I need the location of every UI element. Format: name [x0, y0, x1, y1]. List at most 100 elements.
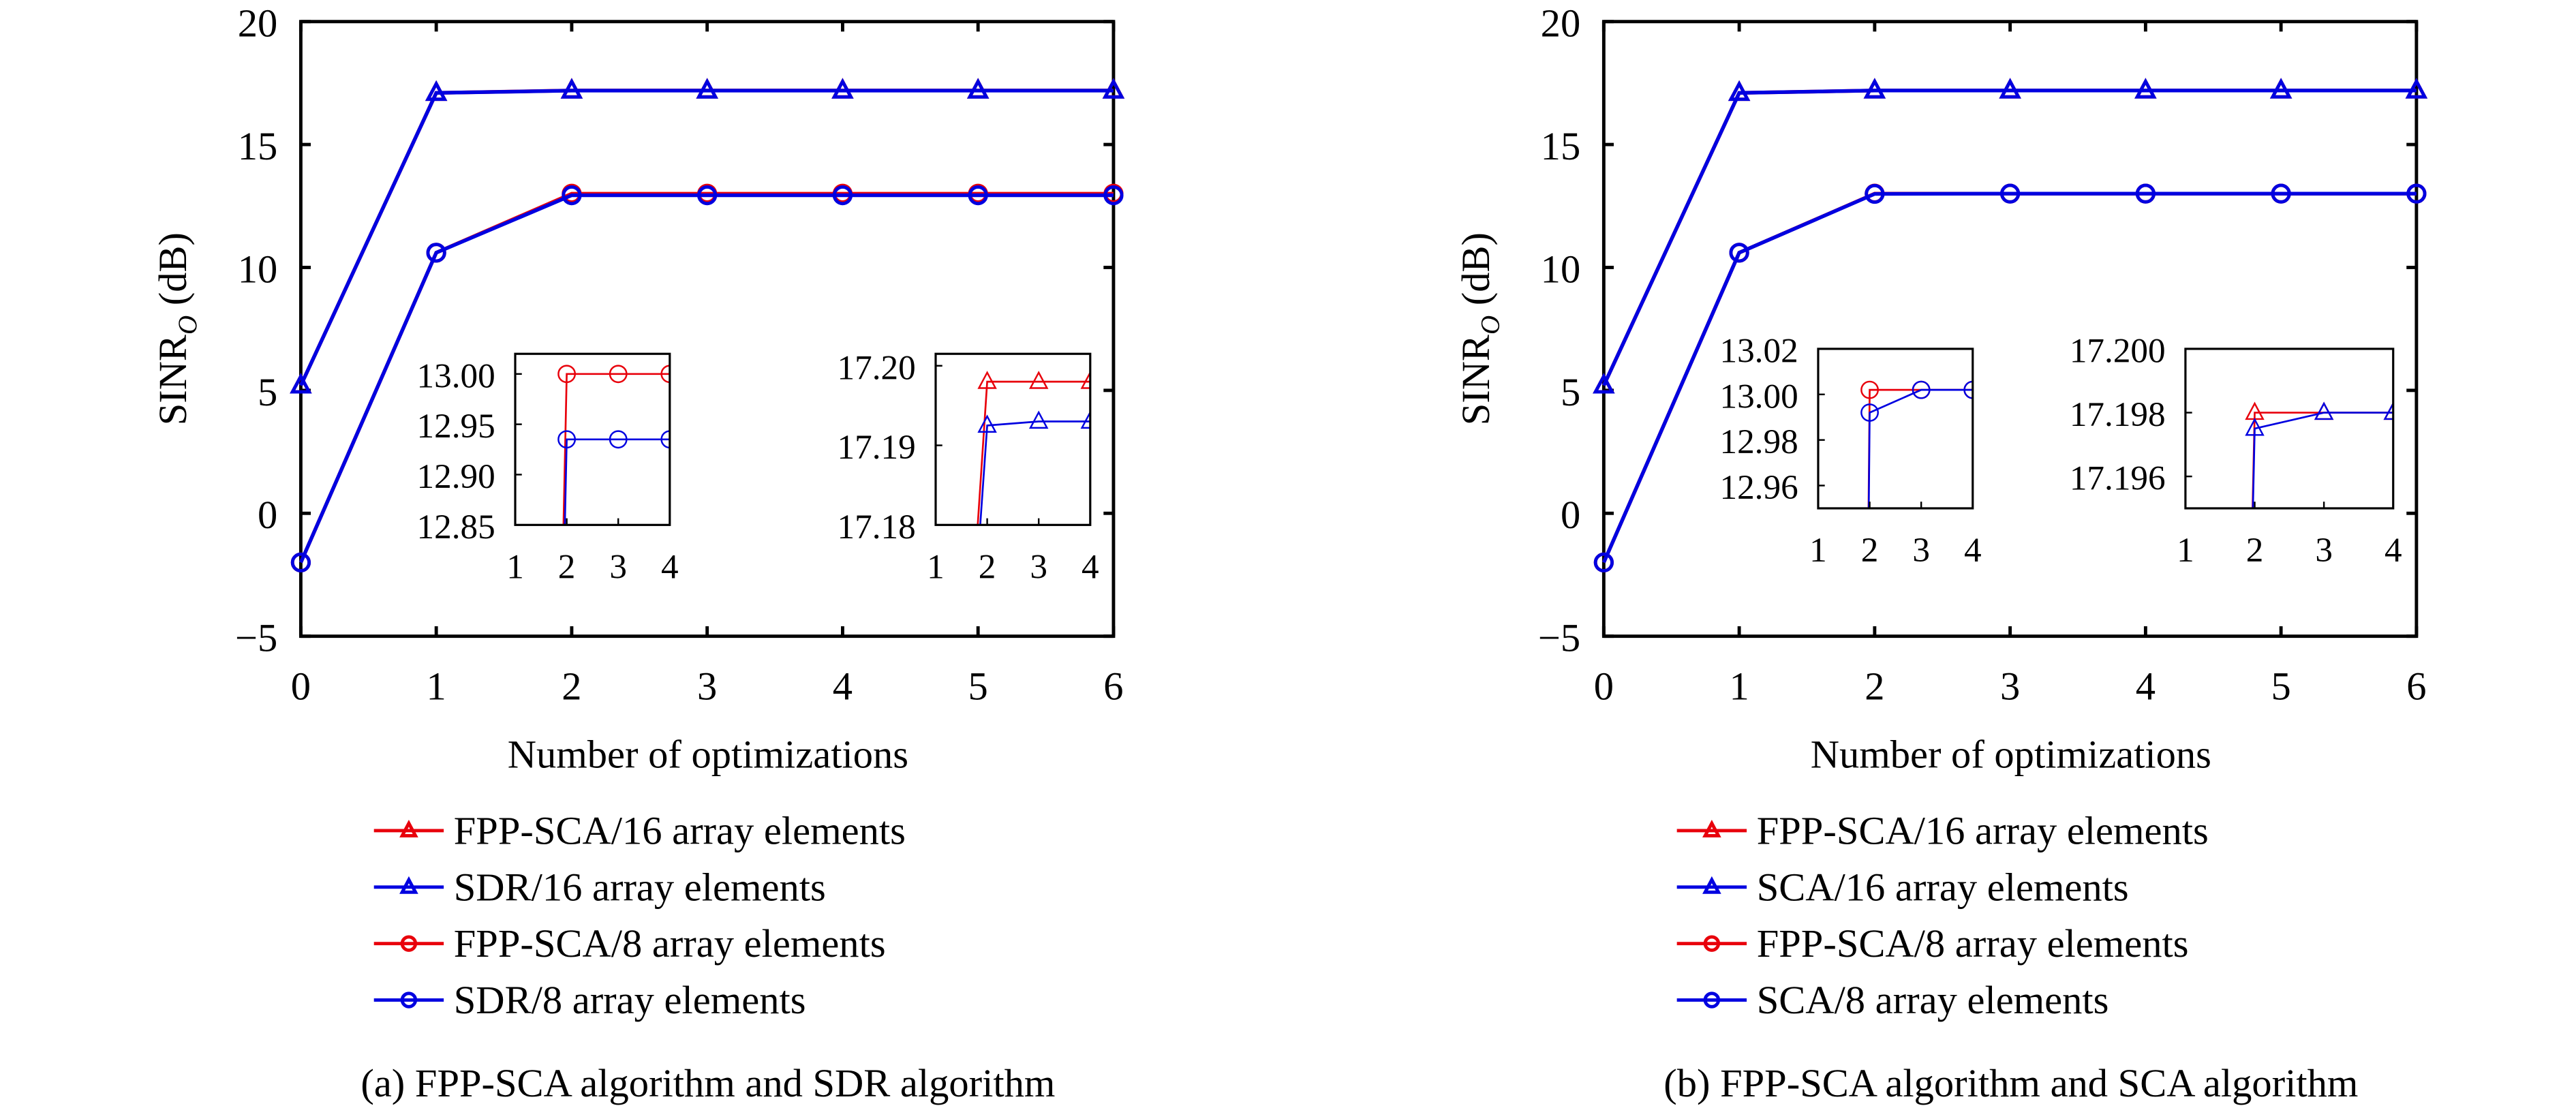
data-point [1593, 552, 1614, 573]
inset-data-point [660, 365, 670, 384]
x-tick-label: 0 [291, 664, 311, 708]
inset-data-point [1028, 410, 1049, 429]
y-tick-label: −5 [235, 616, 277, 660]
inset-x-tick-label: 2 [558, 547, 576, 586]
inset-8-elements: 1 2 3 4 12.85 12.90 12.95 13.00 [417, 352, 679, 586]
data-point [832, 185, 853, 206]
inset-y-tick-label: 12.98 [1719, 422, 1798, 461]
inset-frame [934, 352, 1092, 526]
series-line [298, 193, 1114, 564]
inset-data-point [977, 414, 997, 433]
data-point [831, 78, 854, 99]
legend-triangle-icon [1702, 819, 1721, 837]
data-point [2134, 78, 2157, 99]
inset-y-tick-label: 12.85 [417, 508, 495, 547]
data-point [1999, 78, 2021, 99]
inset-series-1 [557, 430, 670, 525]
inset-series-1 [1860, 380, 1973, 508]
inset-y-tick-label: 13.02 [1719, 331, 1798, 370]
inset-data-point [1080, 410, 1090, 429]
legend-triangle-icon [399, 819, 418, 837]
inset-x-tick-label: 1 [927, 547, 945, 586]
inset-data-point [1080, 371, 1090, 389]
inset-series-0 [977, 371, 1090, 525]
x-tick-label: 5 [968, 664, 988, 708]
inset-series-line [2252, 412, 2393, 508]
data-point [1103, 185, 1124, 206]
y-tick-label: 0 [1561, 493, 1580, 537]
inset-x-tick-label: 2 [979, 547, 996, 586]
y-axis-label: SINRO (dB) [151, 232, 202, 425]
inset-x-tick-label: 1 [1809, 531, 1827, 570]
inset-series-line [979, 420, 1090, 525]
inset-y-tick-label: 17.196 [2070, 459, 2166, 498]
series-1 [290, 78, 1125, 394]
inset-data-point [1860, 403, 1879, 422]
data-point [290, 552, 311, 573]
x-tick-label: 3 [697, 664, 717, 708]
data-point [1865, 183, 1885, 204]
panel-caption: (a) FPP-SCA algorithm and SDR algorithm [361, 1061, 1055, 1105]
inset-x-tick-label: 4 [1964, 531, 1982, 570]
inset-y-tick-label: 13.00 [417, 356, 495, 395]
series-3 [1593, 183, 2427, 573]
data-point [2269, 78, 2293, 99]
legend-item: FPP-SCA/16 array elements [1676, 808, 2209, 852]
legend-item: FPP-SCA/8 array elements [1676, 921, 2189, 966]
inset-x-tick-label: 3 [1030, 547, 1047, 586]
x-tick-label: 2 [562, 664, 581, 708]
data-point [966, 78, 990, 99]
inset-frame [514, 352, 671, 526]
series-3 [290, 185, 1124, 573]
inset-data-point [557, 430, 577, 449]
data-point [968, 185, 988, 206]
inset-x-tick-label: 3 [1912, 531, 1930, 570]
inset-y-tick-label: 17.198 [2070, 395, 2166, 434]
legend-label: SDR/16 array elements [454, 865, 826, 909]
y-axis-label-unit: (dB) [151, 232, 195, 316]
y-tick-label: 5 [258, 370, 277, 414]
inset-x-tick-label: 4 [2385, 531, 2402, 570]
inset-y-tick-label: 17.20 [838, 348, 916, 387]
series-line [1601, 191, 2417, 564]
inset-y-tick-label: 12.96 [1719, 468, 1798, 507]
inset-background [935, 354, 1090, 525]
y-axis-label: SINRO (dB) [1454, 232, 1505, 425]
data-point [2271, 183, 2291, 204]
x-tick-label: 1 [427, 664, 446, 708]
inset-16-elements: 1 2 3 4 17.18 17.19 17.20 [838, 348, 1099, 586]
data-point [696, 78, 718, 99]
inset-data-point [2314, 401, 2334, 420]
inset-data-point [1860, 380, 1879, 399]
inset-y-tick-label: 13.00 [1719, 377, 1798, 416]
inset-frame [2184, 348, 2395, 510]
inset-x-tick-label: 2 [2246, 531, 2264, 570]
y-axis-label-subscript: O [173, 316, 202, 335]
x-tick-label: 4 [833, 664, 853, 708]
series-0 [290, 78, 1125, 394]
x-tick-label: 6 [2406, 664, 2426, 708]
y-tick-label: 20 [1541, 1, 1581, 46]
inset-y-tick-label: 12.90 [417, 457, 495, 496]
legend-label: SDR/8 array elements [454, 978, 806, 1022]
inset-16-elements: 1 2 3 4 17.196 17.198 17.200 [2070, 331, 2402, 570]
x-tick-label: 3 [2000, 664, 2020, 708]
x-tick-label: 5 [2271, 664, 2291, 708]
legend-triangle-icon [399, 876, 418, 894]
y-tick-label: 20 [238, 1, 278, 46]
series-line [1601, 89, 2417, 386]
inset-series-1 [2245, 401, 2393, 508]
legend-circle-icon [1703, 935, 1721, 952]
legend-item: FPP-SCA/8 array elements [373, 921, 886, 966]
data-point [1863, 78, 1886, 99]
inset-data-point [609, 365, 628, 384]
x-tick-label: 6 [1103, 664, 1123, 708]
inset-data-point [660, 430, 670, 449]
inset-series-line [564, 438, 670, 525]
x-axis-label: Number of optimizations [1811, 732, 2211, 776]
data-point [562, 185, 582, 206]
series-1 [1593, 78, 2428, 394]
inset-data-point [1028, 371, 1049, 389]
